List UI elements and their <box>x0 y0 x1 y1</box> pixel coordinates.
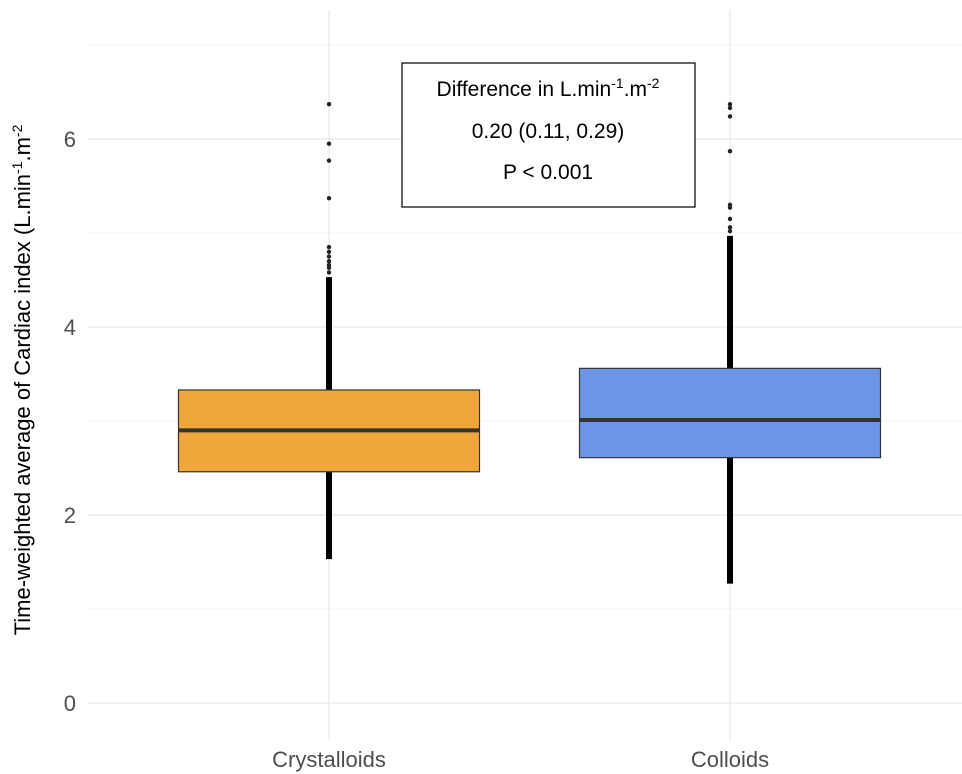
outlier-point <box>727 102 733 107</box>
box-colloids <box>578 102 882 584</box>
outlier-point <box>727 149 733 154</box>
annotation-box: Difference in L.min-1.m-2 0.20 (0.11, 0.… <box>401 62 696 208</box>
outlier-point <box>727 225 733 230</box>
y-axis-ticks: 0 2 4 6 <box>64 127 76 716</box>
annotation-line-1: Difference in L.min-1.m-2 <box>437 75 660 101</box>
y-axis-title: Time-weighted average of Cardiac index (… <box>9 124 35 635</box>
x-tick-label: Colloids <box>691 747 769 772</box>
y-tick-label: 0 <box>64 691 76 716</box>
iqr-box <box>578 367 882 459</box>
annotation-border <box>401 62 696 208</box>
outlier-point <box>727 228 733 234</box>
outlier-point <box>326 270 332 275</box>
outlier-point <box>326 158 332 163</box>
annotation-line-2: 0.20 (0.11, 0.29) <box>472 120 625 143</box>
annotation-line-3: P < 0.001 <box>503 161 593 184</box>
outlier-point <box>727 202 733 207</box>
outlier-point <box>326 244 332 250</box>
outlier-point <box>727 105 733 111</box>
y-tick-label: 2 <box>64 503 76 528</box>
x-tick-label: Crystalloids <box>272 747 386 772</box>
outlier-point <box>326 259 332 264</box>
outlier-point <box>326 254 332 259</box>
y-tick-label: 4 <box>64 315 76 340</box>
boxes <box>177 102 882 584</box>
box-crystalloids <box>177 102 481 560</box>
outlier-point <box>727 114 733 119</box>
outlier-point <box>326 141 332 146</box>
outlier-point <box>727 216 733 222</box>
y-tick-label: 6 <box>64 127 76 152</box>
outlier-point <box>326 196 332 201</box>
outlier-point <box>326 102 332 107</box>
outlier-point <box>326 262 332 268</box>
outlier-point <box>326 249 332 254</box>
x-axis-ticks: Crystalloids Colloids <box>272 747 769 772</box>
